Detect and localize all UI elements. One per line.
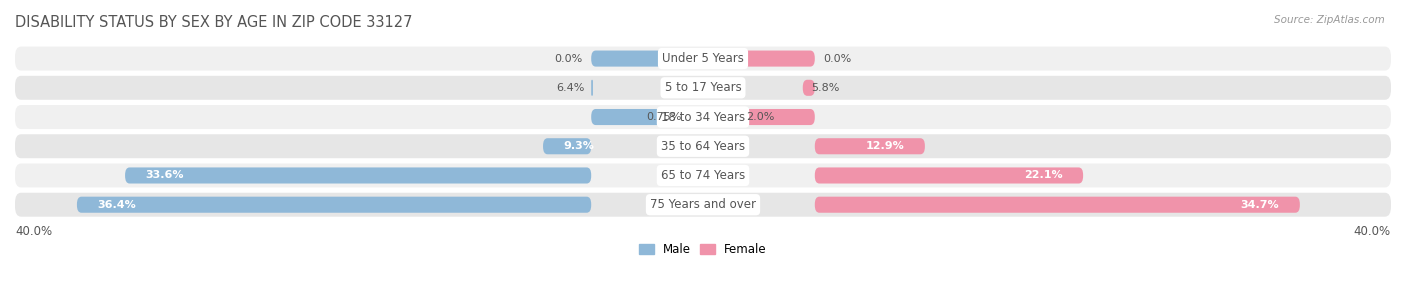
Text: 34.7%: 34.7% [1240, 200, 1279, 210]
FancyBboxPatch shape [77, 197, 591, 213]
Text: 9.3%: 9.3% [564, 141, 595, 151]
FancyBboxPatch shape [15, 47, 1391, 71]
Text: 75 Years and over: 75 Years and over [650, 198, 756, 211]
Text: 0.0%: 0.0% [824, 54, 852, 64]
Text: Under 5 Years: Under 5 Years [662, 52, 744, 65]
Text: 22.1%: 22.1% [1024, 171, 1063, 181]
FancyBboxPatch shape [803, 80, 815, 96]
FancyBboxPatch shape [125, 168, 591, 184]
Text: 65 to 74 Years: 65 to 74 Years [661, 169, 745, 182]
Text: 40.0%: 40.0% [15, 225, 52, 238]
Legend: Male, Female: Male, Female [634, 238, 772, 261]
Text: 0.0%: 0.0% [554, 54, 582, 64]
Text: 6.4%: 6.4% [555, 83, 585, 93]
Text: DISABILITY STATUS BY SEX BY AGE IN ZIP CODE 33127: DISABILITY STATUS BY SEX BY AGE IN ZIP C… [15, 15, 412, 30]
Text: 5 to 17 Years: 5 to 17 Years [665, 81, 741, 94]
FancyBboxPatch shape [815, 197, 1299, 213]
Text: 35 to 64 Years: 35 to 64 Years [661, 140, 745, 153]
Text: 0.75%: 0.75% [647, 112, 682, 122]
FancyBboxPatch shape [737, 109, 815, 125]
Text: Source: ZipAtlas.com: Source: ZipAtlas.com [1274, 15, 1385, 25]
FancyBboxPatch shape [543, 138, 591, 154]
FancyBboxPatch shape [815, 168, 1083, 184]
Text: 40.0%: 40.0% [1354, 225, 1391, 238]
FancyBboxPatch shape [15, 105, 1391, 129]
Text: 2.0%: 2.0% [747, 112, 775, 122]
Text: 36.4%: 36.4% [97, 200, 136, 210]
FancyBboxPatch shape [591, 109, 690, 125]
Text: 5.8%: 5.8% [811, 83, 839, 93]
FancyBboxPatch shape [15, 134, 1391, 158]
FancyBboxPatch shape [591, 50, 703, 67]
FancyBboxPatch shape [703, 50, 815, 67]
Text: 33.6%: 33.6% [146, 171, 184, 181]
FancyBboxPatch shape [15, 193, 1391, 217]
Text: 12.9%: 12.9% [866, 141, 904, 151]
FancyBboxPatch shape [815, 138, 925, 154]
FancyBboxPatch shape [15, 76, 1391, 100]
FancyBboxPatch shape [591, 80, 593, 96]
Text: 18 to 34 Years: 18 to 34 Years [661, 111, 745, 123]
FancyBboxPatch shape [15, 164, 1391, 188]
